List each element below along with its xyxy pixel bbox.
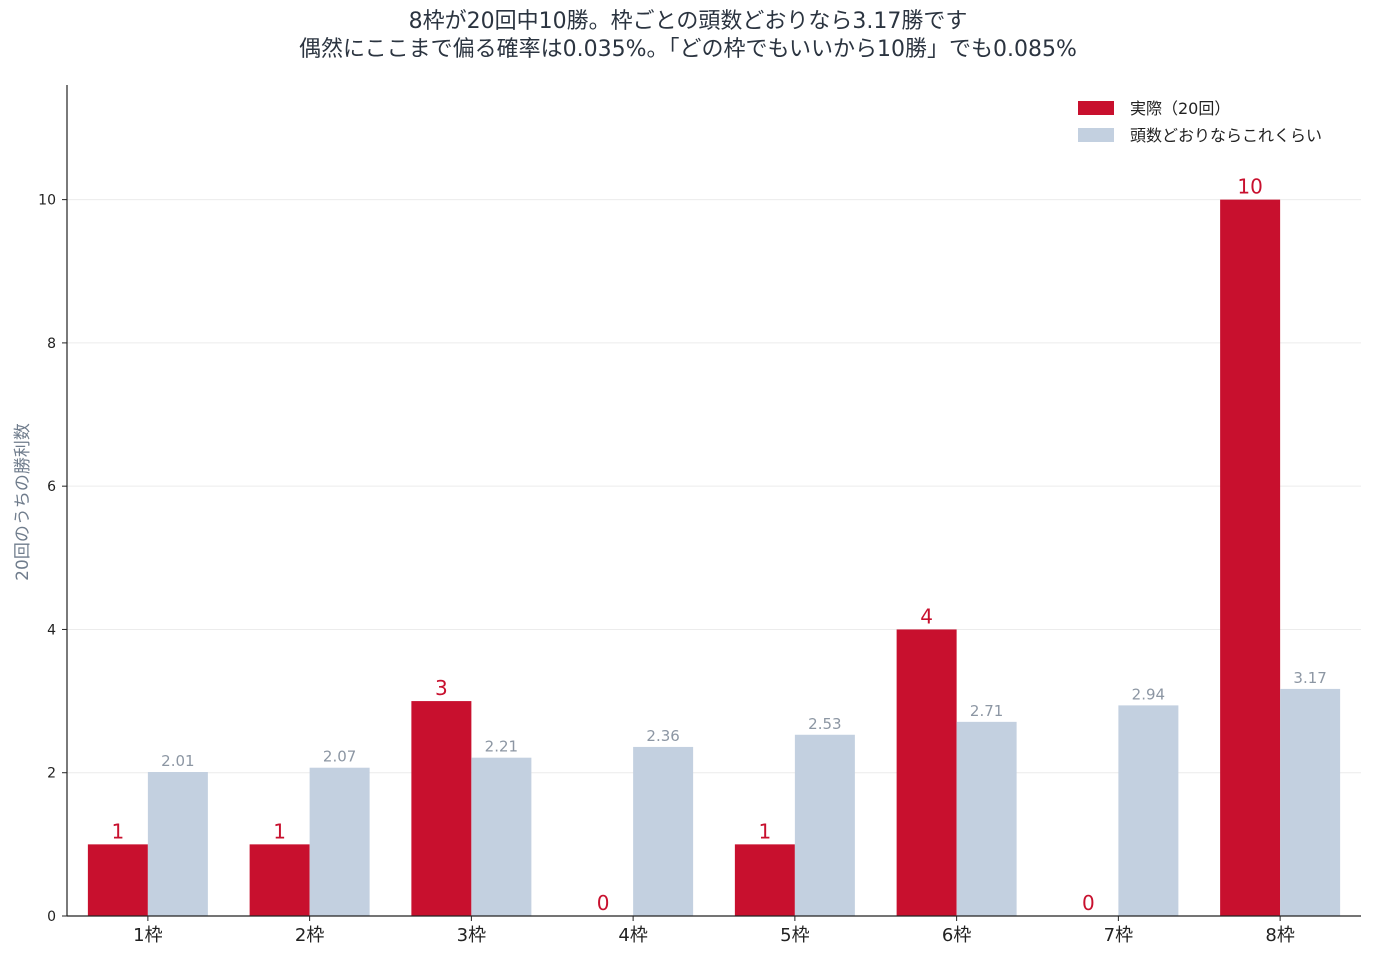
legend-label-expected: 頭数どおりならこれくらい [1130, 126, 1322, 145]
bar-expected [1118, 705, 1179, 916]
y-tick-label: 0 [47, 909, 56, 925]
bar-actual [411, 701, 472, 916]
bar-expected [1280, 688, 1341, 916]
bar-actual [896, 629, 957, 916]
x-tick-label: 5枠 [780, 925, 809, 946]
bar-expected [956, 721, 1017, 916]
y-tick-label: 4 [47, 622, 56, 638]
bar-expected [633, 746, 694, 916]
x-ticks: 1枠 2枠 3枠 4枠 5枠 6枠 7枠 8枠 [133, 916, 1295, 946]
chart-title-line-1: 8枠が20回中10勝。枠ごとの頭数どおりなら3.17勝です [408, 9, 968, 34]
data-label-actual: 10 [1237, 175, 1262, 199]
bar-expected [147, 772, 208, 916]
bars [87, 199, 1341, 916]
data-label-actual: 0 [597, 891, 610, 915]
data-label-expected: 2.71 [970, 702, 1003, 720]
x-tick-label: 3枠 [457, 925, 486, 946]
y-tick-label: 6 [47, 479, 56, 495]
x-tick-label: 2枠 [295, 925, 324, 946]
y-tick-label: 10 [38, 193, 56, 209]
y-tick-label: 8 [47, 336, 56, 352]
data-label-actual: 1 [112, 819, 125, 843]
data-label-actual: 1 [759, 819, 772, 843]
data-label-expected: 2.07 [323, 748, 356, 766]
bar-actual [1220, 199, 1281, 916]
bar-actual [249, 844, 310, 916]
bar-actual [734, 844, 795, 916]
y-tick-label: 2 [47, 766, 56, 782]
data-label-actual: 3 [435, 676, 448, 700]
grid-lines [67, 199, 1361, 774]
x-tick-label: 7枠 [1104, 925, 1133, 946]
y-ticks: 0 2 4 6 8 10 [38, 193, 67, 925]
bar-expected [794, 734, 855, 916]
x-tick-label: 6枠 [942, 925, 971, 946]
y-axis-label: 20回のうちの勝利数 [13, 423, 33, 581]
axes [66, 85, 1361, 917]
data-label-expected: 2.01 [161, 752, 194, 770]
data-label-actual: 4 [920, 604, 933, 628]
legend: 実際（20回） 頭数どおりならこれくらい [1078, 99, 1322, 145]
data-label-actual: 0 [1082, 891, 1095, 915]
bar-actual [87, 844, 148, 916]
legend-label-actual: 実際（20回） [1130, 99, 1230, 118]
legend-swatch-actual [1078, 101, 1114, 115]
x-tick-label: 4枠 [618, 925, 647, 946]
data-labels: 1 2.01 1 2.07 3 2.21 0 2.36 1 2.53 4 2.71 0 2.94 10 3.1… [112, 175, 1327, 915]
data-label-expected: 3.17 [1293, 669, 1326, 687]
data-label-actual: 1 [273, 819, 286, 843]
x-tick-label: 1枠 [133, 925, 162, 946]
legend-swatch-expected [1078, 128, 1114, 142]
data-label-expected: 2.94 [1132, 685, 1165, 703]
chart-title: 8枠が20回中10勝。枠ごとの頭数どおりなら3.17勝です 偶然にここまで偏る確… [0, 8, 1376, 64]
data-label-expected: 2.21 [485, 738, 518, 756]
x-tick-label: 8枠 [1265, 925, 1294, 946]
data-label-expected: 2.53 [808, 715, 841, 733]
data-label-expected: 2.36 [646, 727, 679, 745]
bar-expected [471, 757, 532, 916]
chart-title-line-2: 偶然にここまで偏る確率は0.035%。「どの枠でもいいから10勝」でも0.085… [299, 37, 1077, 62]
bar-expected [309, 767, 370, 916]
